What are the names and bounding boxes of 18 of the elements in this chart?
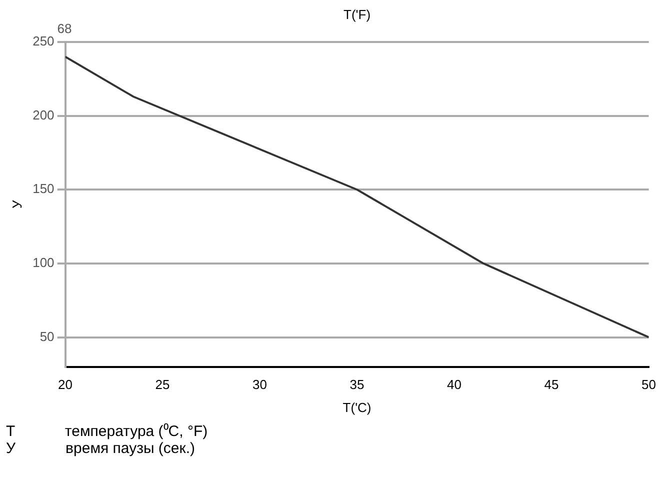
text: У время паузы (сек.): [6, 440, 196, 457]
y-tick-label: 150: [32, 181, 54, 196]
x-axis-title: T('C): [342, 400, 372, 415]
x-tick-label: 25: [155, 377, 170, 392]
y-tick-label: 50: [40, 328, 54, 344]
x-tick-label: 20: [58, 377, 73, 392]
x-tick-label: 50: [642, 377, 656, 392]
text: T температура (⁰C, °F): [6, 422, 209, 440]
y-tick-label: 250: [32, 34, 54, 49]
y-tick-label: 100: [32, 255, 54, 270]
x-tick-label: 45: [544, 377, 559, 392]
y-axis-title: У: [9, 200, 24, 209]
x2-axis-title: T('F): [344, 7, 371, 22]
x-tick-label: 30: [252, 377, 268, 392]
x-tick-label: 35: [350, 377, 364, 392]
x-tick-label: 40: [447, 377, 462, 392]
text: 68: [57, 21, 72, 36]
y-tick-label: 200: [32, 107, 54, 122]
